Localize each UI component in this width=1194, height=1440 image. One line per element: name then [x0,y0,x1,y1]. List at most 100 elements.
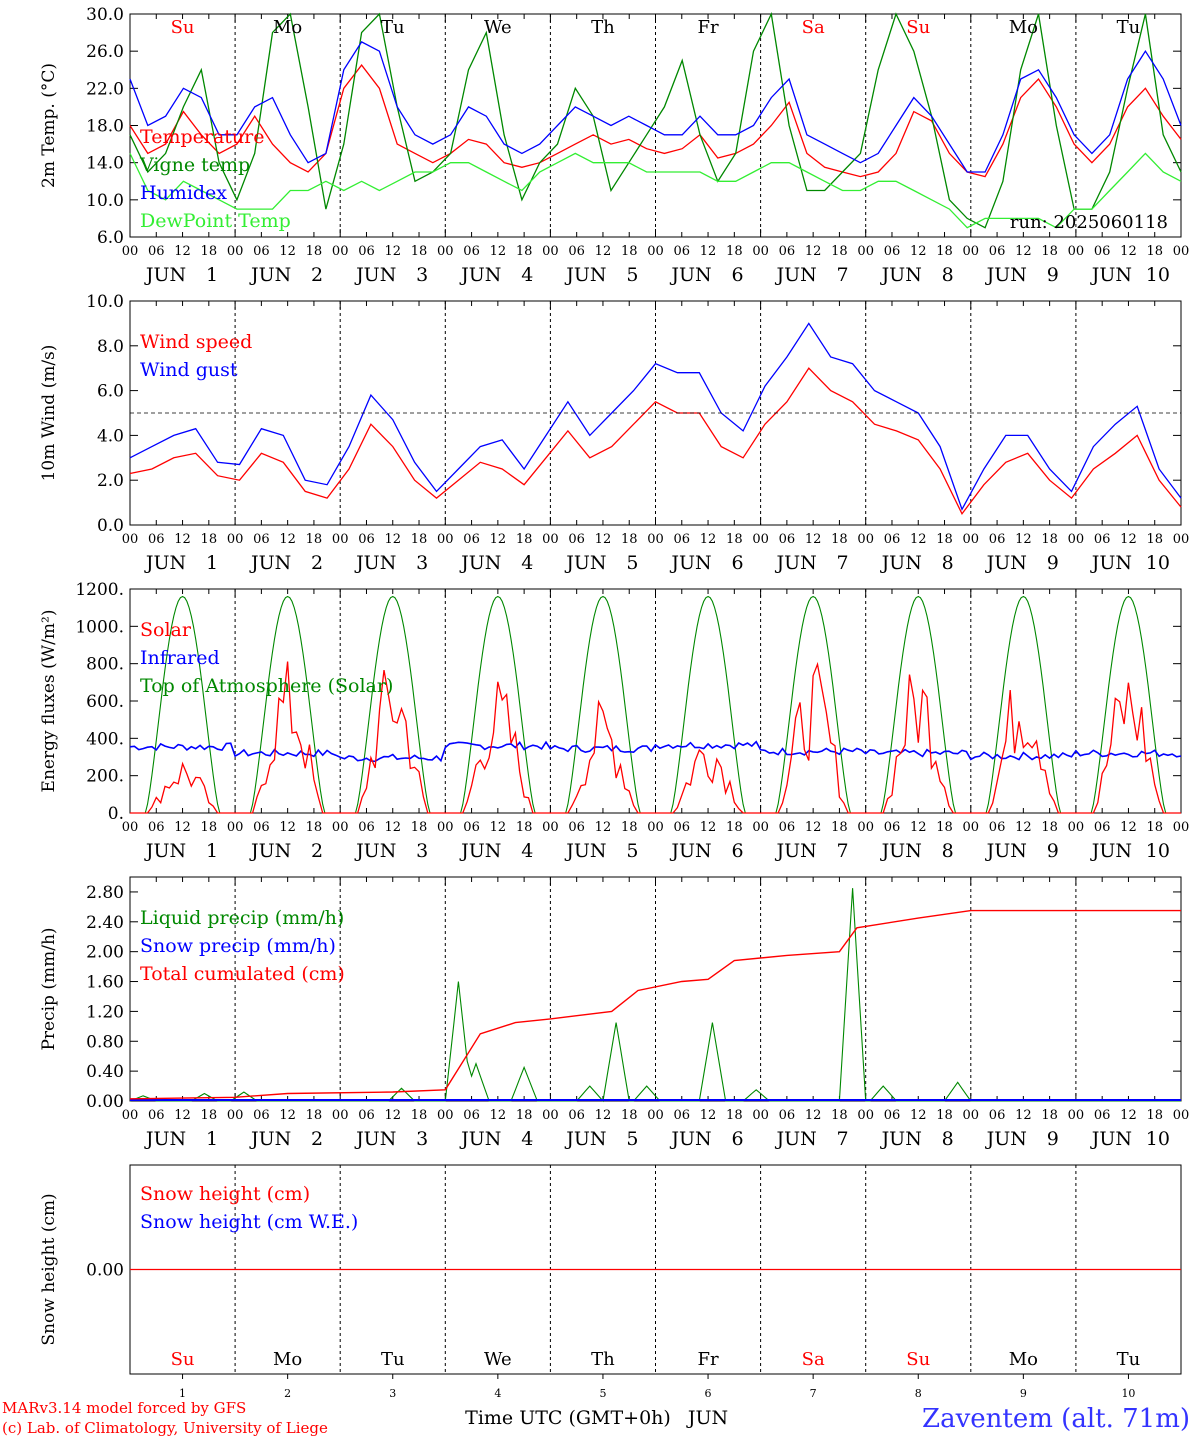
x-date-label: 2 [311,552,323,574]
x-date-label: 5 [626,1128,638,1150]
x-hour-label: 12 [174,532,191,547]
day-label: Tu [381,17,405,38]
y-tick-label: 22.0 [86,79,124,99]
x-hour-label: 00 [647,532,664,547]
x-month-label: JUN [880,264,922,286]
x-hour-label: 06 [358,532,375,547]
x-hour-label: 18 [936,532,953,547]
x-month-label: JUN [1090,264,1132,286]
x-hour-label: 06 [674,1108,691,1123]
x-date-label: 9 [1047,840,1059,862]
y-tick-label: 600. [86,692,124,712]
y-tick-label: 0.0 [97,516,124,536]
x-month-label: JUN [144,264,186,286]
day-label: Mo [1009,17,1038,38]
x-hour-label: 12 [805,1108,822,1123]
x-hour-label: 06 [148,1108,165,1123]
x-hour-label: 18 [411,1108,428,1123]
x-hour-label: 00 [542,244,559,259]
x-hour-label: 06 [253,244,270,259]
panel-wind [129,300,1182,526]
x-hour-label: 18 [306,532,323,547]
day-label: Mo [273,17,302,38]
y-tick-label: 10.0 [86,191,124,211]
x-hour-label: 06 [358,1108,375,1123]
x-hour-label: 18 [1146,244,1163,259]
day-label: Mo [273,1349,302,1370]
legend-entry: Humidex [140,182,227,204]
x-hour-label: 06 [463,244,480,259]
x-hour-label: 12 [279,1108,296,1123]
panel-precip [129,876,1182,1103]
x-hour-label: 18 [936,1108,953,1123]
x-hour-label: 12 [910,820,927,835]
y-tick-label: 18.0 [86,117,124,137]
x-month-label: JUN [985,552,1027,574]
x-hour-label: 18 [201,244,218,259]
y-tick-label: 1.20 [86,1002,124,1022]
x-hour-label: 00 [647,1108,664,1123]
day-label: Sa [802,1349,825,1370]
x-date-label: 8 [915,1387,922,1400]
x-month-label: JUN [669,840,711,862]
series-line-temperature [129,64,1182,178]
x-hour-label: 06 [884,1108,901,1123]
x-hour-label: 18 [831,1108,848,1123]
day-label: Tu [381,1349,405,1370]
legend-entry: Total cumulated (cm) [140,963,345,985]
x-hour-label: 00 [332,1108,349,1123]
x-hour-label: 00 [227,244,244,259]
y-tick-label: 1000. [75,617,124,637]
x-hour-label: 06 [253,532,270,547]
x-hour-label: 00 [752,532,769,547]
y-tick-label: 800. [86,655,124,675]
y-tick-label: 0.40 [86,1062,124,1082]
x-hour-label: 00 [1068,532,1085,547]
x-hour-label: 00 [963,1108,980,1123]
series-line-wind-speed [129,367,1182,516]
series-line-wind-gust [129,322,1182,511]
x-month-label: JUN [564,552,606,574]
x-date-label: 6 [705,1387,712,1400]
x-hour-label: 00 [437,1108,454,1123]
y-tick-label: 1200. [75,580,124,600]
x-month-label: JUN [354,552,396,574]
x-hour-label: 06 [1094,820,1111,835]
x-date-label: 5 [599,1387,606,1400]
day-label: We [484,17,512,38]
plot-frame [129,13,1182,238]
day-label: Th [591,17,615,38]
x-date-label: 8 [942,552,954,574]
x-hour-label: 00 [963,820,980,835]
x-date-label: 4 [494,1387,501,1400]
x-date-label: 9 [1020,1387,1027,1400]
panel-snow [129,1164,1182,1379]
x-date-label: 10 [1121,1387,1135,1400]
x-hour-label: 18 [621,820,638,835]
legend-entry: Solar [140,619,192,641]
x-date-label: 8 [942,1128,954,1150]
x-date-label: 7 [837,1128,849,1150]
y-tick-label: 200. [86,767,124,787]
x-hour-label: 06 [148,820,165,835]
day-label: Th [591,1349,615,1370]
x-date-label: 6 [731,840,743,862]
x-hour-label: 06 [674,244,691,259]
day-label: Su [171,17,195,38]
x-hour-label: 12 [174,244,191,259]
x-hour-label: 12 [910,244,927,259]
x-hour-label: 12 [595,244,612,259]
x-hour-label: 12 [490,244,507,259]
y-tick-label: 4.0 [97,426,124,446]
x-date-label: 1 [206,1128,218,1150]
x-hour-label: 06 [1094,1108,1111,1123]
x-hour-label: 18 [306,1108,323,1123]
y-tick-label: 2.80 [86,883,124,903]
x-month-label: JUN [459,840,501,862]
x-hour-label: 12 [174,1108,191,1123]
x-date-label: 5 [626,264,638,286]
x-month-label: JUN [249,552,291,574]
x-hour-label: 18 [1041,532,1058,547]
x-hour-label: 18 [411,820,428,835]
